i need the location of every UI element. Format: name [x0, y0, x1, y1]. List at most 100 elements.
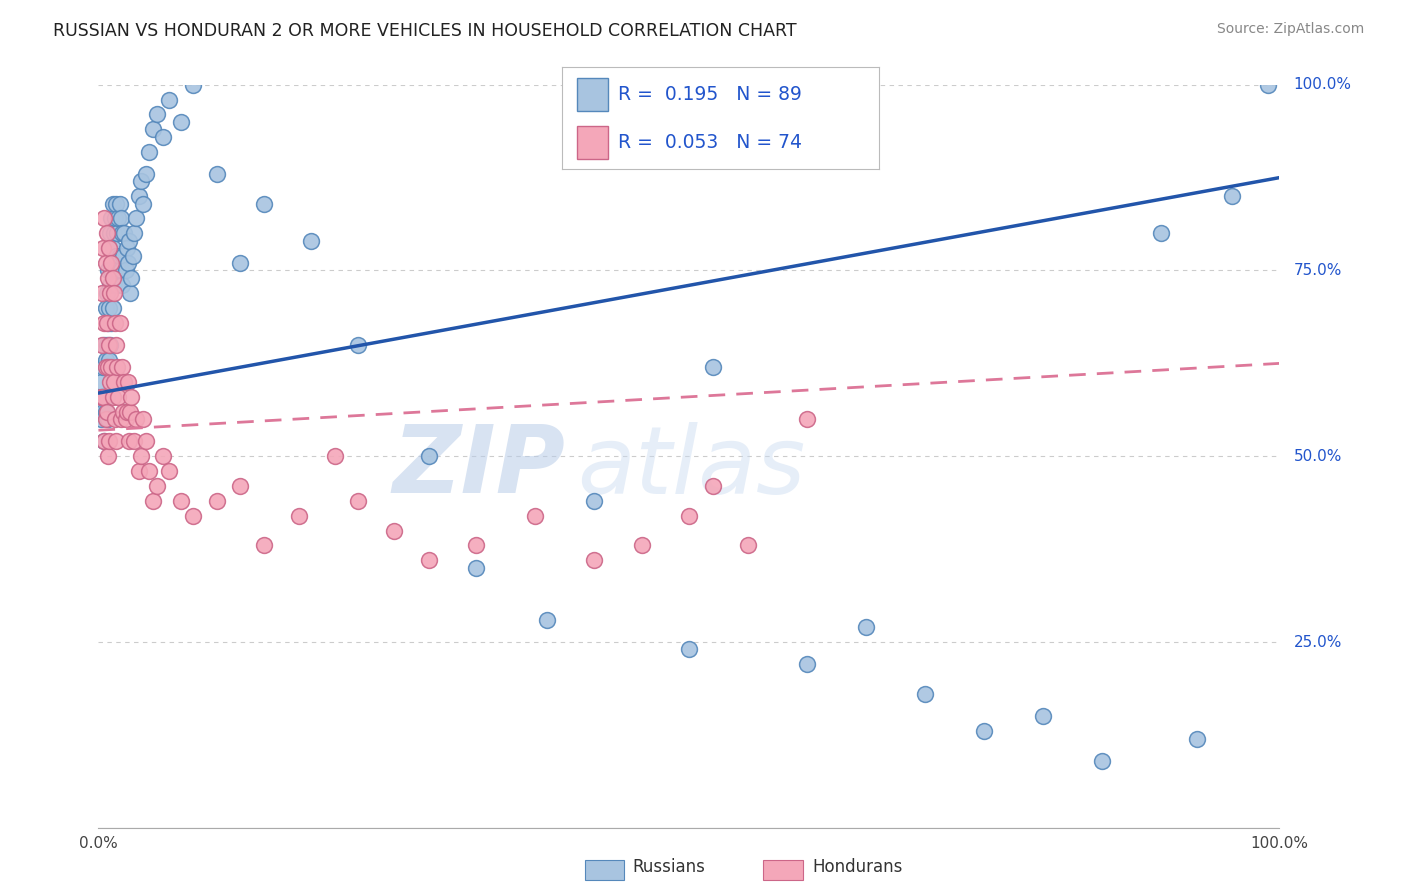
- Point: [678, 508, 700, 523]
- Text: 25.0%: 25.0%: [1294, 634, 1341, 649]
- Point: [702, 360, 724, 375]
- Point: [108, 196, 131, 211]
- Point: [108, 249, 131, 263]
- Point: [118, 434, 141, 449]
- Point: [583, 553, 606, 567]
- Point: [1185, 731, 1208, 746]
- Point: [117, 375, 139, 389]
- Point: [118, 234, 141, 248]
- Point: [120, 405, 142, 419]
- Point: [112, 227, 135, 241]
- Point: [91, 338, 114, 352]
- Point: [91, 390, 114, 404]
- Point: [105, 338, 128, 352]
- Point: [112, 375, 135, 389]
- Point: [100, 263, 122, 277]
- Point: [91, 405, 114, 419]
- Point: [142, 122, 165, 136]
- Point: [181, 78, 204, 92]
- Point: [101, 301, 124, 315]
- Point: [229, 256, 252, 270]
- Point: [110, 263, 132, 277]
- Point: [146, 479, 169, 493]
- Point: [96, 338, 118, 352]
- Point: [114, 263, 136, 277]
- Point: [93, 211, 115, 226]
- Point: [157, 93, 180, 107]
- Point: [97, 450, 120, 464]
- Point: [973, 724, 995, 739]
- Point: [97, 360, 120, 375]
- Point: [465, 538, 488, 552]
- Point: [104, 263, 127, 277]
- Point: [347, 493, 370, 508]
- Point: [583, 493, 606, 508]
- Point: [96, 316, 118, 330]
- Point: [1150, 227, 1173, 241]
- Point: [1257, 78, 1279, 92]
- Point: [96, 390, 118, 404]
- Point: [90, 390, 112, 404]
- Text: 50.0%: 50.0%: [1294, 449, 1341, 464]
- Point: [98, 227, 121, 241]
- Point: [97, 316, 120, 330]
- Point: [101, 241, 124, 255]
- Point: [103, 375, 125, 389]
- Point: [94, 360, 117, 375]
- Point: [129, 450, 152, 464]
- Point: [1032, 709, 1054, 723]
- Point: [205, 493, 228, 508]
- Point: [253, 538, 276, 552]
- Point: [98, 375, 121, 389]
- Point: [94, 301, 117, 315]
- Point: [98, 352, 121, 367]
- Point: [122, 227, 145, 241]
- Point: [170, 493, 193, 508]
- Point: [107, 390, 129, 404]
- Point: [93, 338, 115, 352]
- Point: [796, 412, 818, 426]
- Text: RUSSIAN VS HONDURAN 2 OR MORE VEHICLES IN HOUSEHOLD CORRELATION CHART: RUSSIAN VS HONDURAN 2 OR MORE VEHICLES I…: [53, 22, 797, 40]
- Point: [107, 211, 129, 226]
- Point: [98, 278, 121, 293]
- Text: Hondurans: Hondurans: [813, 858, 903, 876]
- Point: [107, 263, 129, 277]
- Point: [108, 316, 131, 330]
- Point: [98, 285, 121, 300]
- Point: [97, 360, 120, 375]
- Text: ZIP: ZIP: [392, 421, 565, 514]
- Point: [105, 360, 128, 375]
- Bar: [576, 127, 609, 159]
- Point: [796, 657, 818, 672]
- Point: [90, 412, 112, 426]
- Point: [93, 390, 115, 404]
- Point: [103, 285, 125, 300]
- Text: Russians: Russians: [633, 858, 706, 876]
- Point: [105, 434, 128, 449]
- Point: [94, 405, 117, 419]
- Point: [170, 115, 193, 129]
- Text: atlas: atlas: [576, 422, 806, 513]
- Point: [128, 464, 150, 478]
- Point: [105, 249, 128, 263]
- Point: [101, 390, 124, 404]
- Point: [299, 234, 322, 248]
- Point: [855, 620, 877, 634]
- Point: [138, 145, 160, 159]
- Point: [98, 338, 121, 352]
- Point: [91, 241, 114, 255]
- Point: [104, 316, 127, 330]
- Point: [105, 278, 128, 293]
- Point: [138, 464, 160, 478]
- Point: [152, 129, 174, 144]
- Point: [229, 479, 252, 493]
- Point: [117, 256, 139, 270]
- Point: [98, 301, 121, 315]
- Point: [91, 390, 114, 404]
- Point: [103, 227, 125, 241]
- Point: [347, 338, 370, 352]
- Point: [112, 249, 135, 263]
- Point: [103, 278, 125, 293]
- Point: [101, 196, 124, 211]
- Point: [122, 434, 145, 449]
